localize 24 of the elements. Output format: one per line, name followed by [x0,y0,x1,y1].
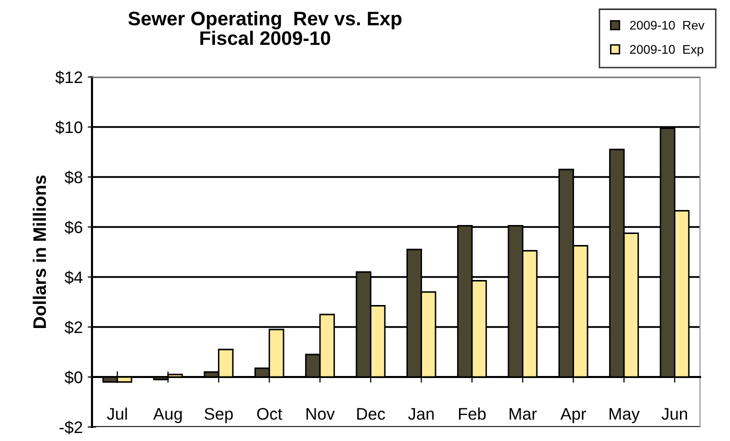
y-tick-label: $8 [64,170,82,184]
x-tick-label: Oct [257,408,282,420]
x-tick-label: Jun [661,408,688,420]
y-tick-label: $10 [55,120,82,134]
x-tick-label: Nov [306,408,335,420]
x-tick-label: Mar [510,408,537,420]
y-tick-label: $6 [64,220,82,234]
x-tick-label: Dec [357,408,386,420]
x-tick-label: Jan [408,408,434,420]
y-tick-label: -$2 [60,420,82,434]
x-tick-label: Sep [204,408,233,424]
x-tick-label: Jul [106,408,127,420]
x-tick-label: Feb [459,408,486,420]
y-tick-label: $12 [55,70,82,84]
x-tick-label: Apr [560,408,586,424]
y-tick-label: $0 [64,370,82,384]
x-tick-label: May [610,408,640,424]
legend-label: 2009-10 Rev [630,20,704,30]
chart-title: Sewer Operating Rev vs. Exp Fiscal 2009-10 [128,11,402,46]
legend-label: 2009-10 Exp [630,44,704,56]
y-axis-title: Dollars in Millions [32,175,46,328]
y-tick-label: $2 [64,320,82,334]
y-tick-label: $4 [64,270,82,284]
x-tick-label: Aug [153,408,182,424]
